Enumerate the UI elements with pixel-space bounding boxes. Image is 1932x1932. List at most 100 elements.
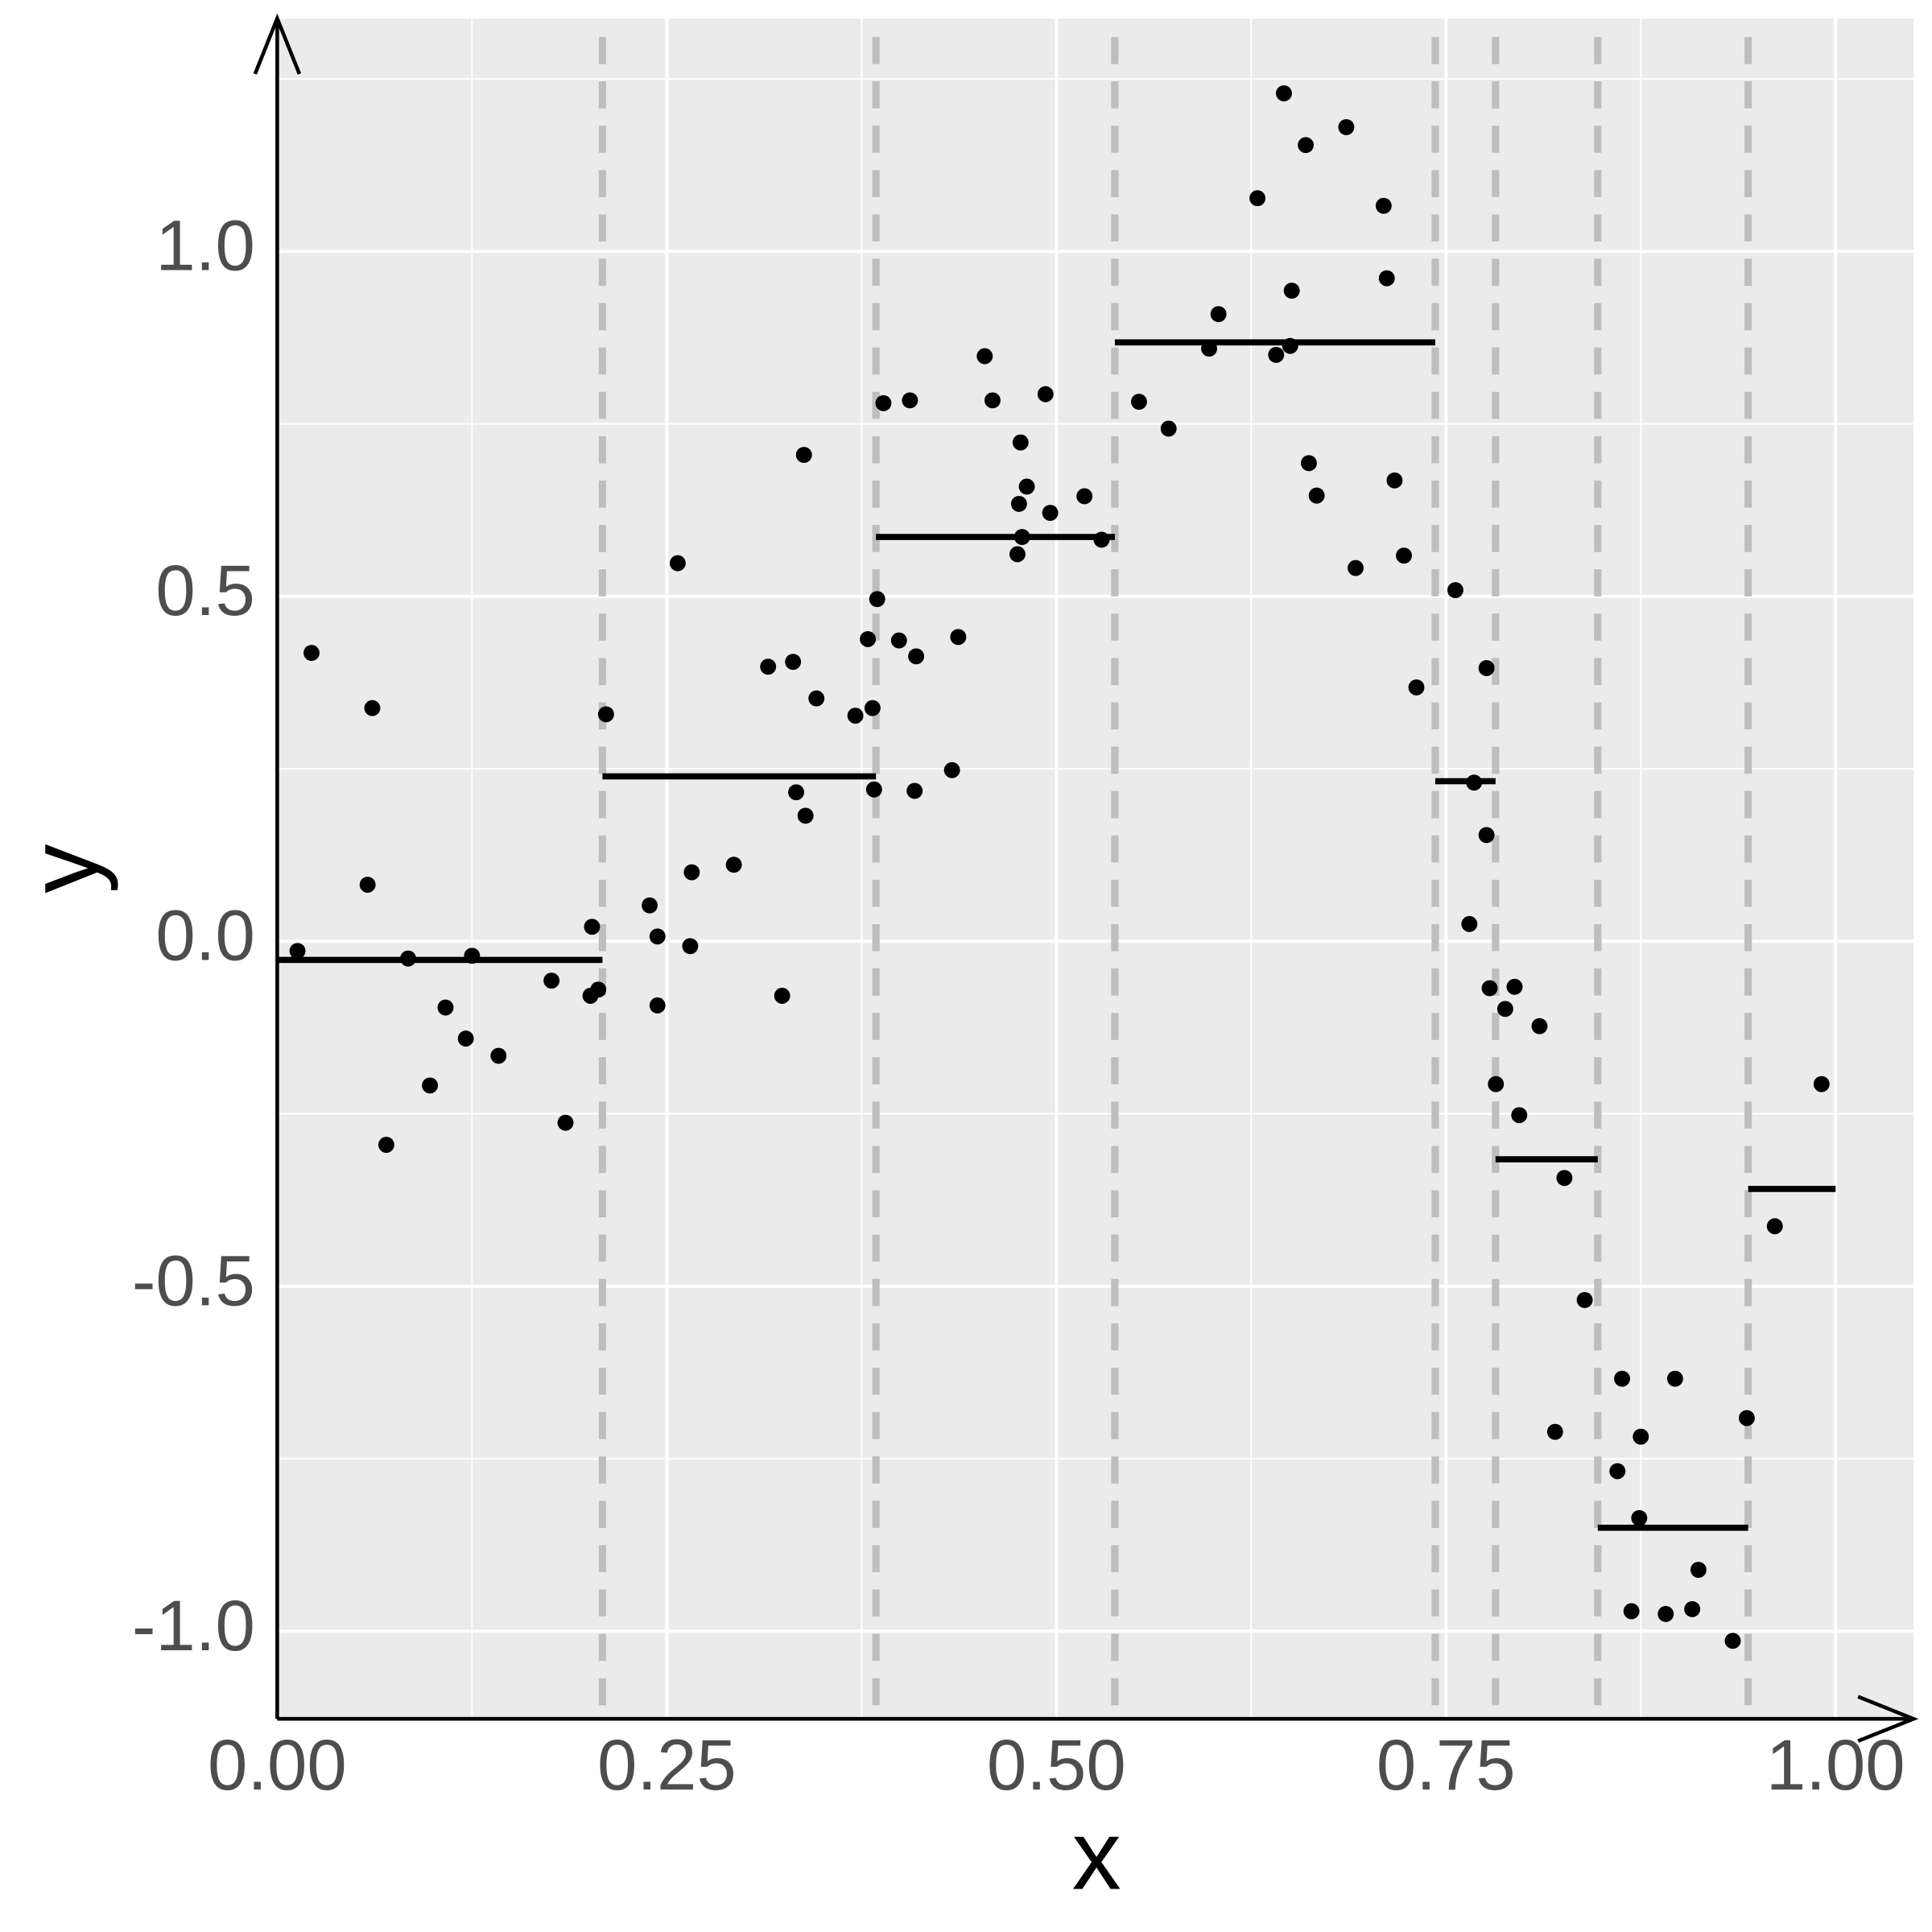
x-arrow [1857,1695,1919,1743]
point [400,950,416,967]
point [902,392,919,409]
point [682,938,699,955]
point [1738,1410,1755,1426]
point [1298,137,1315,154]
point [1609,1463,1626,1480]
point [774,988,791,1004]
point [1633,1428,1649,1445]
point [847,708,864,724]
y-tick-label: 0.0 [155,896,254,976]
point [795,447,812,464]
point [860,630,877,647]
point [943,762,960,778]
point [1009,546,1026,563]
point [364,700,381,716]
point [1012,434,1029,451]
point [1010,495,1027,512]
point [1496,1001,1513,1018]
x-tick-label: 0.00 [208,1725,347,1805]
point [437,999,454,1016]
y-arrow [253,13,302,75]
y-axis-title: y [8,844,118,893]
point [725,857,742,873]
point [1076,488,1093,505]
point [1478,659,1495,676]
point [1348,559,1364,576]
x-axis-title: x [1072,1800,1121,1910]
point [289,943,306,960]
point [1766,1218,1783,1235]
point [1447,582,1463,598]
point [875,394,892,411]
point [1283,283,1300,299]
point [464,947,481,964]
point [908,648,925,665]
point [1338,118,1355,135]
point [642,897,658,914]
point [1300,455,1317,472]
point [1396,547,1412,564]
x-tick-label: 0.75 [1377,1725,1516,1805]
point [869,591,886,608]
point [1623,1603,1640,1620]
point [683,864,700,881]
point [1308,487,1325,504]
point [1037,386,1054,402]
point [457,1030,474,1047]
point [984,392,1001,409]
panel [277,18,1914,1719]
point [1724,1633,1741,1649]
point [797,807,814,824]
point [649,928,666,945]
point [359,877,376,893]
point [1481,980,1498,997]
point [1093,531,1110,548]
point [1408,679,1425,696]
point [1614,1370,1630,1387]
point [378,1137,394,1154]
point [1546,1423,1563,1440]
x-tick-label: 0.25 [597,1725,737,1805]
point [1506,978,1523,995]
point [950,629,967,646]
point [1690,1562,1707,1579]
point [864,700,881,716]
point [1018,478,1035,495]
point [808,690,825,707]
y-tick-label: 0.5 [155,551,254,630]
point [1478,827,1495,844]
point [1531,1018,1548,1034]
point [1666,1370,1683,1387]
point [543,972,560,989]
x-tick-label: 0.50 [987,1725,1126,1805]
point [557,1114,574,1131]
y-tick-label: 1.0 [155,206,254,286]
point [906,782,923,799]
point [590,981,607,998]
point [1268,346,1285,363]
point [1556,1170,1573,1187]
point [788,784,804,801]
point [1042,505,1059,521]
point [1210,306,1227,323]
point [1684,1600,1701,1617]
point [785,654,802,671]
point [976,348,993,365]
point [1631,1509,1648,1526]
point [1576,1292,1593,1308]
point [597,706,614,723]
point [422,1077,439,1094]
point [669,555,686,572]
point [1201,341,1217,357]
point [1813,1075,1830,1092]
x-tick-label: 1.00 [1766,1725,1905,1805]
point [1386,472,1403,489]
y-tick-label: -0.5 [132,1241,255,1320]
point [303,645,320,661]
point [890,632,907,649]
point [760,658,777,675]
marks [277,36,1836,1719]
point [1466,774,1483,791]
point [1461,915,1478,932]
